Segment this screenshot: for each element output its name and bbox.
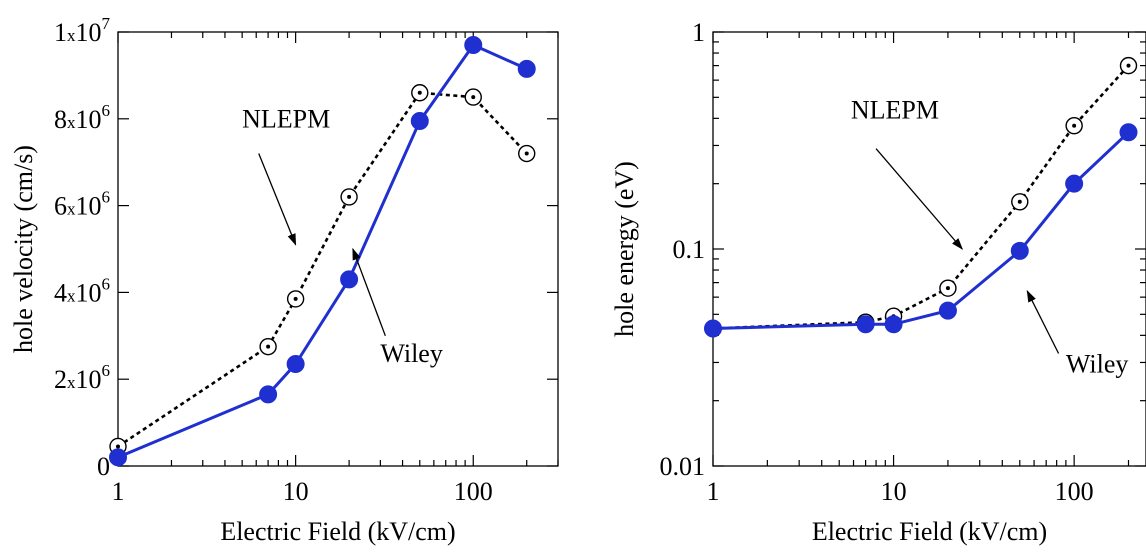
- chart1-annotation-label: NLEPM: [851, 95, 939, 124]
- chart0-point-wiley: [464, 36, 483, 55]
- chart0-point-nlepm: [259, 337, 277, 356]
- chart0-series-line-nlepm: [117, 91, 528, 448]
- chart1-series-line-wiley: [712, 131, 1130, 330]
- chart0-annotation-arrow: [258, 153, 297, 246]
- chart0-annotation-label: Wiley: [380, 339, 443, 368]
- chart1-point-wiley: [1010, 241, 1029, 260]
- chart1-point-nlepm: [1011, 193, 1029, 211]
- velocity-chart: 1 10 100 0 2x106 4x106 6x106 8x106 1x107 Electric…: [9, 14, 559, 546]
- chart0-point-wiley: [109, 448, 127, 467]
- chart0-y-tick-label: 1x107: [54, 14, 111, 47]
- chart0-point-wiley: [259, 385, 278, 404]
- chart1-x-tick-label: 1: [707, 477, 720, 506]
- chart0-y-tick-label: 6x106: [54, 188, 110, 221]
- chart0-point-nlepm: [340, 188, 358, 206]
- chart0-x-axis-label: Electric Field (kV/cm): [220, 517, 455, 546]
- chart1-annotation-arrow: [1026, 289, 1060, 354]
- chart0-point-wiley: [286, 355, 305, 374]
- chart0-point-wiley: [517, 59, 536, 78]
- chart1-x-ticks: [712, 32, 1130, 466]
- chart1-point-wiley: [704, 319, 722, 338]
- chart0-annotation-label: NLEPM: [242, 104, 330, 133]
- chart1-series-wiley: [704, 123, 1138, 338]
- chart1-annotation-label: Wiley: [1066, 349, 1129, 378]
- chart0-point-nlepm: [518, 144, 536, 163]
- chart1-point-nlepm: [939, 279, 957, 297]
- chart1-x-axis-label: Electric Field (kV/cm): [812, 517, 1047, 546]
- chart1-point-nlepm: [1065, 117, 1083, 135]
- chart0-x-tick-label: 100: [454, 477, 493, 506]
- chart0-point-wiley: [340, 270, 359, 289]
- chart0-x-tick-label: 1: [112, 477, 125, 506]
- chart0-y-axis-label: hole velocity (cm/s): [9, 145, 38, 353]
- chart1-y-axis-label: hole energy (eV): [610, 161, 639, 337]
- chart0-point-nlepm: [411, 84, 429, 102]
- chart0-point-nlepm: [464, 88, 482, 106]
- chart1-x-tick-label: 100: [1055, 477, 1094, 506]
- chart0-point-wiley: [410, 111, 429, 130]
- chart0-annotation-nlepm: NLEPM: [242, 104, 330, 246]
- chart0-y-ticks: [118, 31, 558, 467]
- chart1-y-tick-label: 0.1: [673, 235, 706, 264]
- chart0-x-ticks: [117, 32, 559, 466]
- chart0-point-nlepm: [286, 290, 305, 308]
- chart0-series-nlepm: [109, 84, 536, 456]
- chart1-annotation-arrow: [875, 148, 964, 250]
- chart1-y-ticks: [713, 31, 1146, 467]
- chart0-annotation-wiley: Wiley: [352, 247, 443, 368]
- chart0-x-tick-label: 10: [283, 477, 309, 506]
- chart1-y-tick-label: 0.01: [660, 452, 706, 481]
- energy-chart: 1 10 100 0.01 0.1 1 Electric Field (kV/cm) hole…: [610, 18, 1146, 546]
- chart0-y-tick-label: 8x106: [54, 101, 110, 134]
- chart1-point-wiley: [938, 301, 957, 320]
- chart1-point-wiley: [856, 315, 875, 334]
- chart0-series-wiley: [109, 36, 536, 467]
- chart0-plot-frame: [117, 31, 559, 467]
- chart1-y-tick-label: 1: [692, 18, 705, 47]
- chart1-point-wiley: [1065, 174, 1084, 193]
- chart0-y-tick-label: 2x106: [54, 361, 110, 394]
- chart1-point-wiley: [884, 315, 903, 334]
- chart1-point-nlepm: [1119, 56, 1138, 75]
- chart0-y-tick-label: 0: [97, 452, 110, 481]
- chart1-x-tick-label: 10: [881, 477, 907, 506]
- chart1-point-wiley: [1119, 123, 1138, 142]
- chart0-annotation-arrow: [352, 247, 386, 337]
- chart1-annotation-nlepm: NLEPM: [851, 95, 964, 250]
- chart0-y-tick-label: 4x106: [54, 274, 110, 307]
- chart1-annotation-wiley: Wiley: [1026, 289, 1129, 378]
